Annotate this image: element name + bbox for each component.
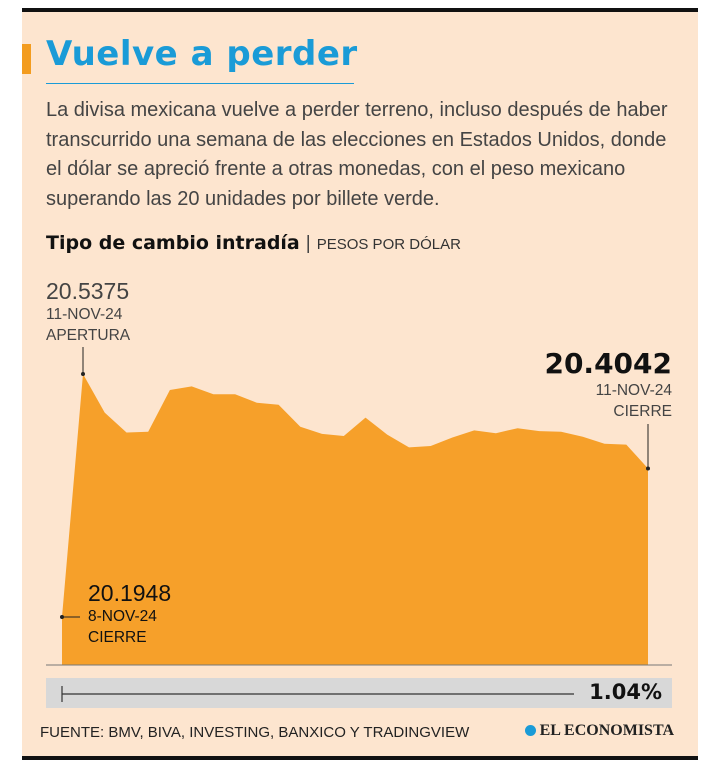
prev-close-value: 20.1948 [88,580,172,606]
change-bar: 1.04% [46,678,672,708]
close-annotation: 20.4042 11-NOV-24 CIERRE [544,348,672,422]
close-value: 20.4042 [544,347,672,380]
chart-heading: Tipo de cambio intradía | PESOS POR DÓLAR [46,232,461,255]
prev-close-point [60,615,64,619]
chart-unit: PESOS POR DÓLAR [316,236,461,253]
prev-close-annotation: 20.1948 8-NOV-24 CIERRE [88,580,171,648]
page-title: Vuelve a perder [46,34,358,74]
chart-title: Tipo de cambio intradía [46,232,300,254]
infographic-card: Vuelve a perder La divisa mexicana vuelv… [22,8,698,760]
close-label: CIERRE [613,403,672,420]
heading-separator: | [305,233,311,254]
open-date: 11-NOV-24 [46,306,123,323]
prev-close-label: CIERRE [88,629,147,646]
source-text: FUENTE: BMV, BIVA, INVESTING, BANXICO Y … [40,724,470,741]
open-annotation: 20.5375 11-NOV-24 APERTURA [46,278,130,346]
description-text: La divisa mexicana vuelve a perder terre… [46,99,668,210]
change-percent: 1.04% [589,680,662,704]
open-point [81,372,85,376]
prev-close-date: 8-NOV-24 [88,608,157,625]
brand-icon [524,725,536,736]
area-series [62,374,648,665]
brand-logo: EL ECONOMISTA [524,722,674,740]
brand-name: EL ECONOMISTA [539,722,674,739]
open-label: APERTURA [46,327,131,344]
change-range-line [61,686,574,702]
title-underline [46,83,354,84]
area-chart [46,347,672,666]
open-value: 20.5375 [46,278,130,304]
close-point [646,466,650,471]
title-accent-bar [22,44,31,74]
close-date: 11-NOV-24 [595,382,672,399]
